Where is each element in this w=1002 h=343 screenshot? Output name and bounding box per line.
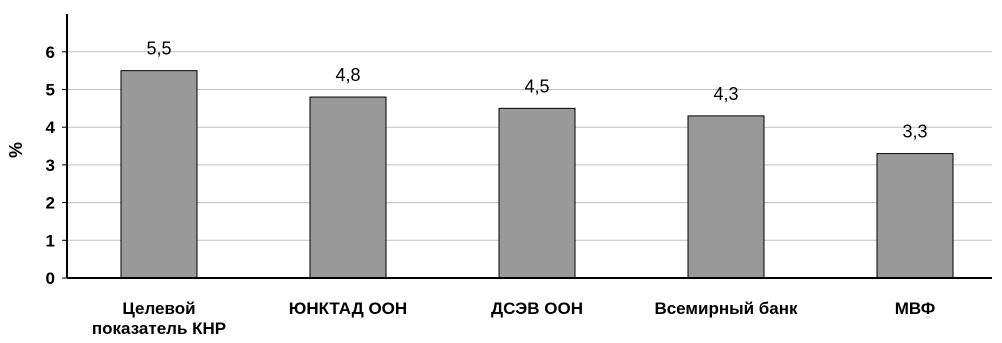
- category-label: МВФ: [895, 299, 936, 318]
- value-label: 5,5: [146, 39, 171, 59]
- y-tick-label: 3: [46, 156, 55, 175]
- y-axis-label: %: [6, 142, 26, 158]
- category-label: Целевой: [122, 299, 195, 318]
- bar: [120, 70, 198, 279]
- value-label: 3,3: [902, 122, 927, 142]
- value-label: 4,3: [713, 84, 738, 104]
- bar: [687, 115, 765, 279]
- category-label: ДСЭВ ООН: [491, 299, 583, 318]
- value-label: 4,5: [524, 76, 549, 96]
- bar: [309, 96, 387, 279]
- y-tick-label: 0: [46, 269, 55, 288]
- y-tick-label: 6: [46, 43, 55, 62]
- bar: [876, 153, 954, 279]
- y-tick-label: 1: [46, 231, 55, 250]
- bar: [498, 107, 576, 279]
- value-label: 4,8: [335, 65, 360, 85]
- y-tick-label: 4: [46, 118, 56, 137]
- axes: [66, 14, 992, 279]
- category-label: Всемирный банк: [654, 299, 798, 318]
- category-label: показатель КНР: [92, 319, 226, 338]
- y-tick-labels: 0 1 2 3 4 5 6: [46, 43, 56, 288]
- value-labels: 5,5 4,8 4,5 4,3 3,3: [146, 39, 927, 142]
- y-tick-label: 5: [46, 81, 55, 100]
- bars: [120, 70, 954, 279]
- y-tick-label: 2: [46, 194, 55, 213]
- category-label: ЮНКТАД ООН: [289, 299, 407, 318]
